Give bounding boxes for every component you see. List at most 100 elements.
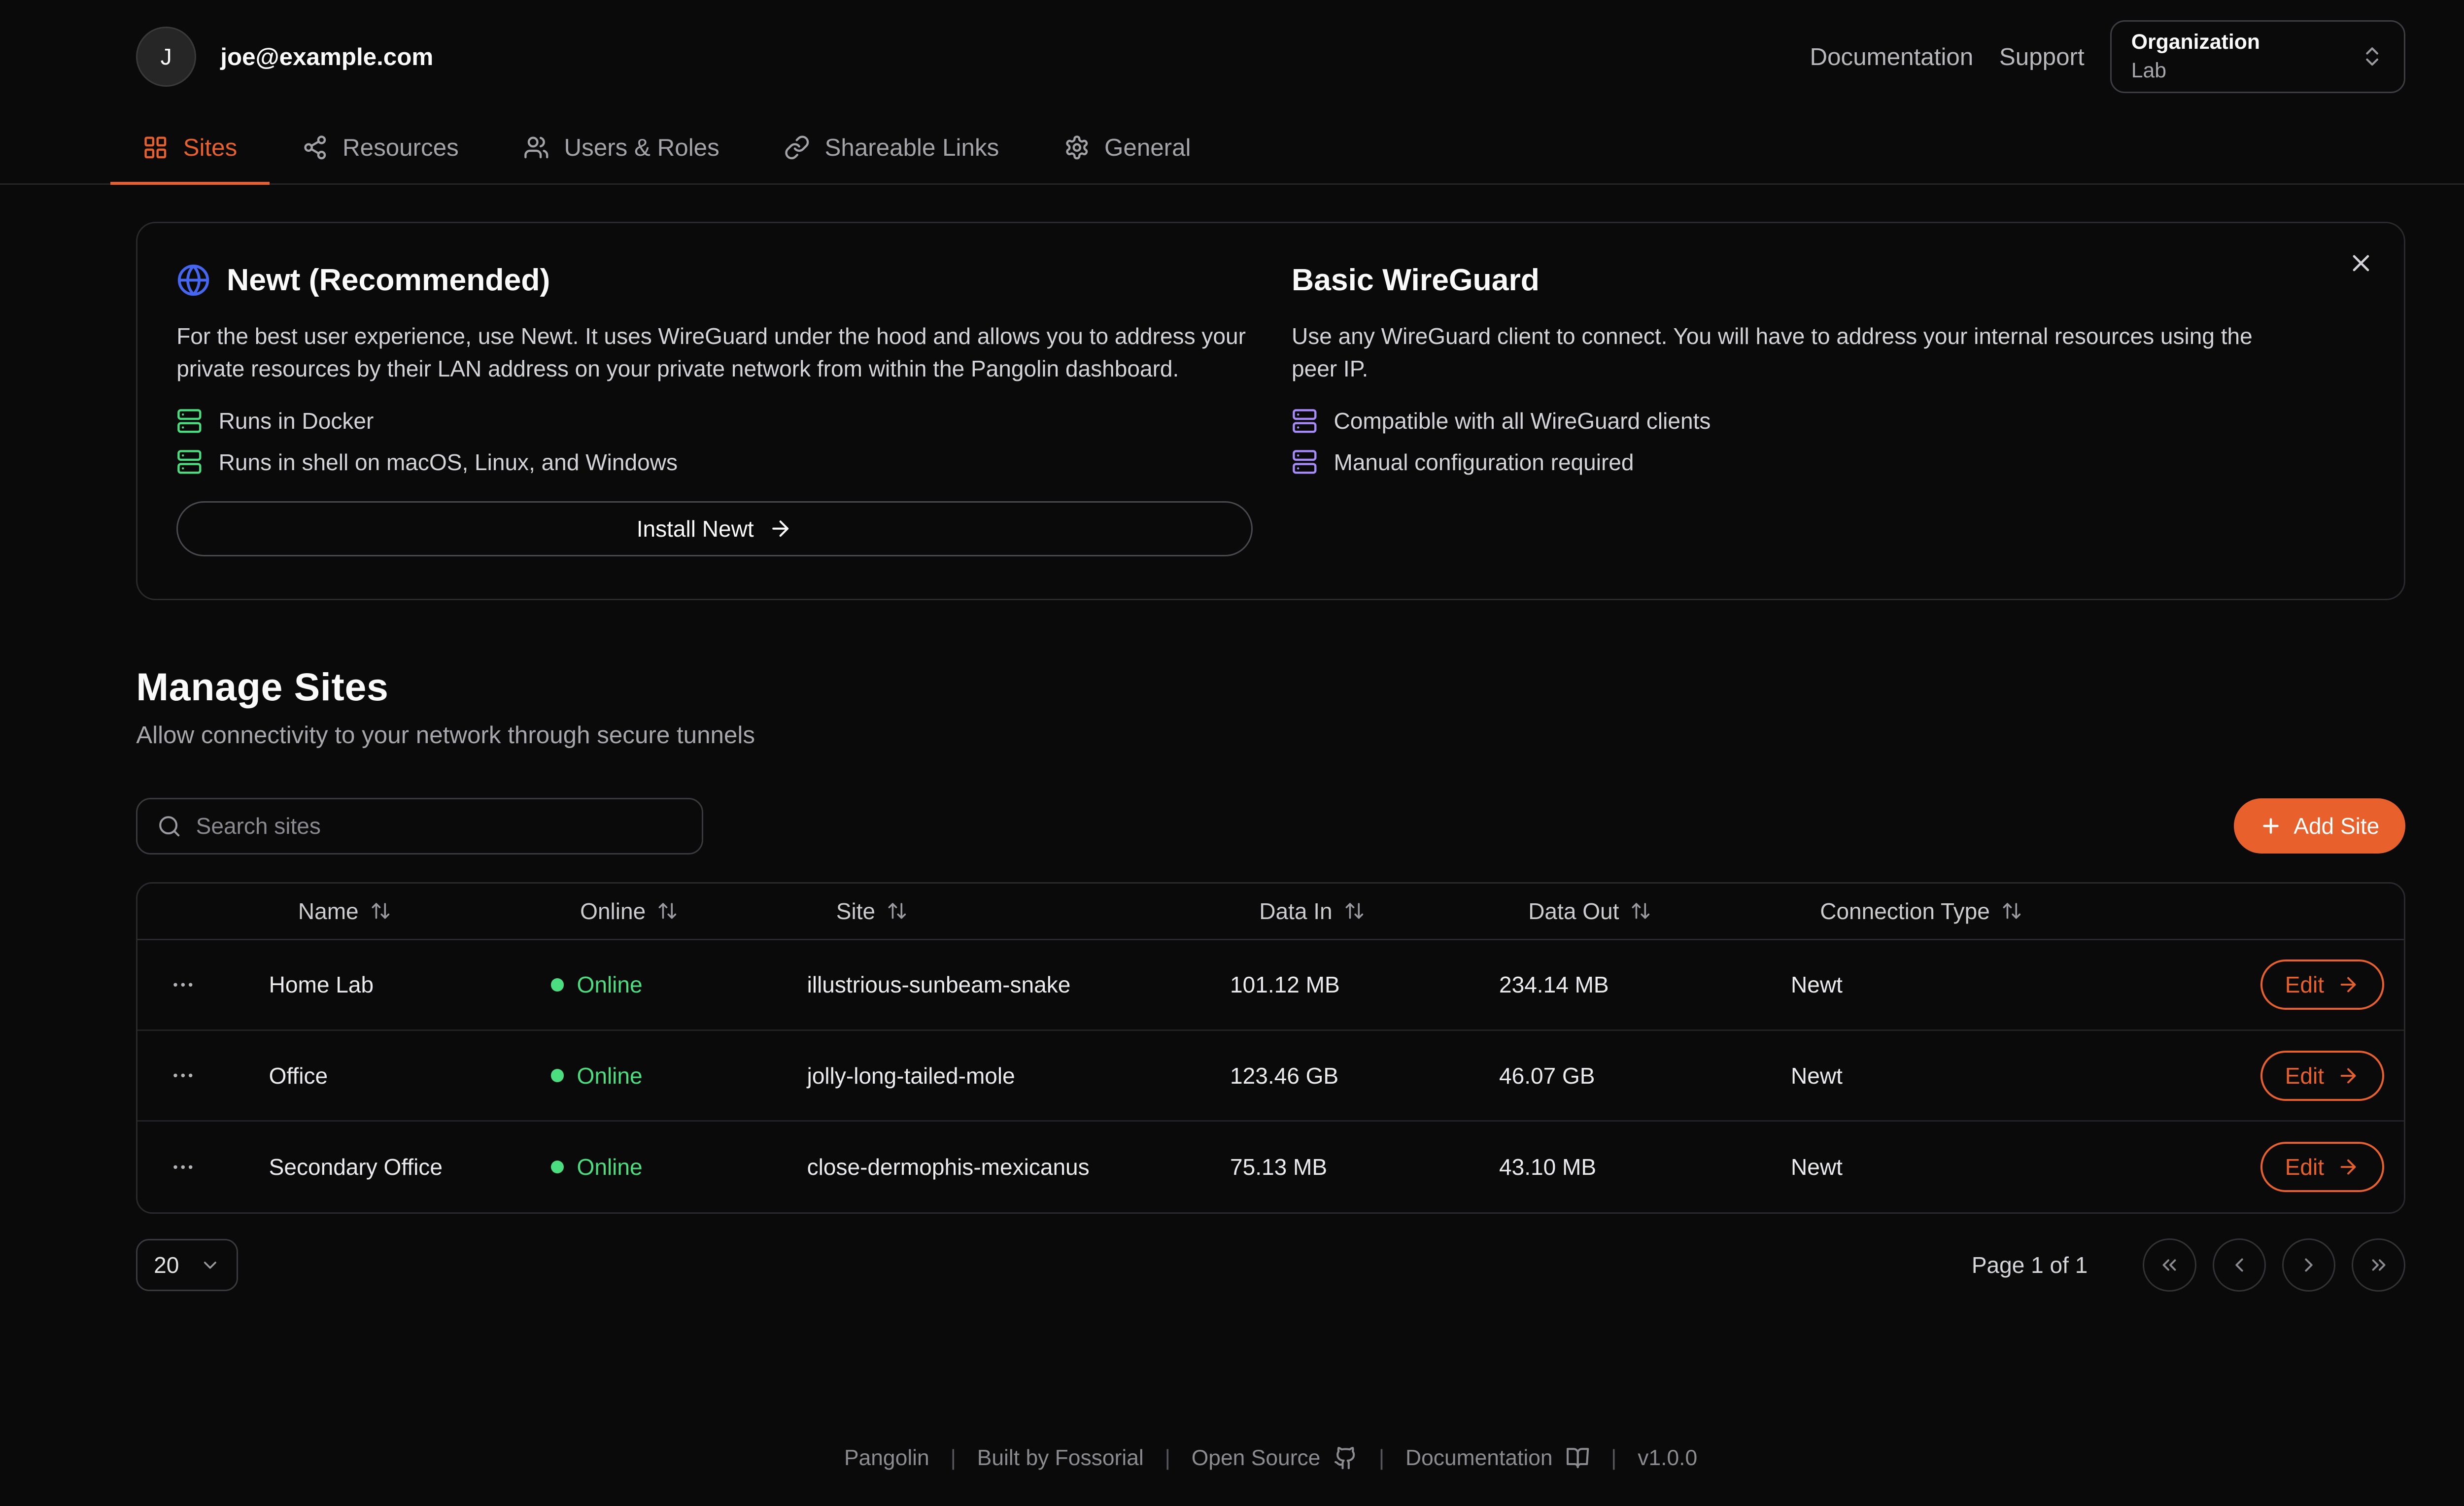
edit-button[interactable]: Edit xyxy=(2260,959,2385,1010)
sites-toolbar: Add Site xyxy=(136,797,2405,855)
cell-name: Home Lab xyxy=(269,972,374,998)
page-subtitle: Allow connectivity to your network throu… xyxy=(136,721,755,749)
install-newt-label: Install Newt xyxy=(636,516,754,542)
pagination-bar: 20 Page 1 of 1 xyxy=(136,1238,2405,1292)
row-menu-button[interactable] xyxy=(160,1053,205,1098)
column-header-data-in[interactable]: Data In xyxy=(1230,898,1499,924)
footer-open-source-link[interactable]: Open Source xyxy=(1192,1446,1358,1471)
avatar-initial: J xyxy=(160,44,172,70)
footer-open-source-label: Open Source xyxy=(1191,1445,1321,1470)
row-menu-button[interactable] xyxy=(160,1144,205,1190)
pagination-controls: Page 1 of 1 xyxy=(1972,1238,2405,1292)
page-size-select[interactable]: 20 xyxy=(136,1239,239,1291)
tab-label: Users & Roles xyxy=(564,134,719,162)
cell-edit: Edit xyxy=(2177,959,2385,1010)
newt-feature-list: Runs in Docker Runs in shell on macOS, L… xyxy=(176,408,1253,476)
row-menu-cell xyxy=(137,1053,269,1098)
cell-edit: Edit xyxy=(2177,1142,2385,1193)
column-label: Site xyxy=(836,898,876,924)
next-page-button[interactable] xyxy=(2282,1238,2336,1292)
chevrons-right-icon xyxy=(2372,1259,2386,1271)
search-box xyxy=(136,797,704,855)
prev-page-button[interactable] xyxy=(2212,1238,2266,1292)
column-header-data-out[interactable]: Data Out xyxy=(1499,898,1791,924)
column-header-online[interactable]: Online xyxy=(551,898,807,924)
online-status-label: Online xyxy=(577,1062,643,1089)
add-site-label: Add Site xyxy=(2293,813,2380,839)
tab-resources[interactable]: Resources xyxy=(270,113,491,185)
column-label: Data Out xyxy=(1528,898,1619,924)
link-icon xyxy=(785,136,809,160)
sort-icon xyxy=(658,903,677,919)
feature-item: Runs in Docker xyxy=(176,408,1253,434)
cell-online: Online xyxy=(550,1062,807,1089)
sort-icon xyxy=(372,903,389,919)
arrow-right-icon xyxy=(2341,977,2356,993)
ellipsis-icon xyxy=(173,1165,193,1169)
tab-label: General xyxy=(1104,134,1191,162)
tab-label: Shareable Links xyxy=(824,134,999,162)
edit-button[interactable]: Edit xyxy=(2260,1142,2385,1193)
add-site-button[interactable]: Add Site xyxy=(2233,798,2405,854)
cell-data-out: 43.10 MB xyxy=(1499,1154,1597,1180)
newt-title-row: Newt (Recommended) xyxy=(176,262,1253,298)
org-selector-label: Organization xyxy=(2131,30,2260,54)
wireguard-feature-list: Compatible with all WireGuard clients Ma… xyxy=(1292,408,2268,476)
row-menu-button[interactable] xyxy=(160,962,205,1007)
main-nav: Sites Resources Users & Roles Shareable … xyxy=(0,113,2464,185)
documentation-link[interactable]: Documentation xyxy=(1810,43,1974,70)
server-icon xyxy=(1293,450,1317,474)
install-newt-button[interactable]: Install Newt xyxy=(176,501,1253,557)
footer-separator: | xyxy=(1610,1445,1617,1470)
row-menu-cell xyxy=(137,1144,269,1190)
search-input[interactable] xyxy=(196,813,683,840)
column-header-name[interactable]: Name xyxy=(269,898,551,924)
tab-users-roles[interactable]: Users & Roles xyxy=(491,113,752,185)
cell-site: illustrious-sunbeam-snake xyxy=(807,972,1071,998)
main-content: Newt (Recommended) For the best user exp… xyxy=(0,222,2464,1292)
support-link[interactable]: Support xyxy=(1999,43,2085,70)
cell-data-in: 101.12 MB xyxy=(1230,972,1340,998)
table-header-row: Name Online Site Data In Data Out Connec… xyxy=(137,884,2404,940)
edit-button[interactable]: Edit xyxy=(2260,1050,2385,1101)
tab-label: Sites xyxy=(183,134,238,162)
search-icon xyxy=(159,816,179,836)
online-status-dot xyxy=(550,1161,564,1174)
footer-version: v1.0.0 xyxy=(1638,1445,1698,1470)
avatar[interactable]: J xyxy=(136,27,196,87)
footer-fossorial-link[interactable]: Built by Fossorial xyxy=(977,1445,1144,1470)
plus-icon xyxy=(2263,818,2279,834)
close-button[interactable] xyxy=(2347,249,2375,277)
online-status-dot xyxy=(550,978,564,992)
newt-description: For the best user experience, use Newt. … xyxy=(176,323,1246,381)
table-row: Office Online jolly-long-tailed-mole 123… xyxy=(137,1031,2404,1122)
footer-documentation-link[interactable]: Documentation xyxy=(1405,1446,1590,1471)
close-icon xyxy=(2353,255,2369,272)
server-icon xyxy=(177,409,202,433)
edit-label: Edit xyxy=(2285,1154,2325,1180)
online-status-dot xyxy=(550,1069,564,1082)
online-status-label: Online xyxy=(577,972,643,998)
footer-separator: | xyxy=(1164,1445,1171,1470)
first-page-button[interactable] xyxy=(2143,1238,2196,1292)
tab-shareable-links[interactable]: Shareable Links xyxy=(752,113,1032,185)
arrow-right-icon xyxy=(2341,1068,2356,1083)
chevron-down-icon xyxy=(204,1261,216,1269)
org-selector-value: Lab xyxy=(2131,59,2167,83)
column-header-site[interactable]: Site xyxy=(807,898,1230,924)
topbar-links: Documentation Support Organization Lab xyxy=(1810,20,2405,94)
cell-edit: Edit xyxy=(2177,1050,2385,1101)
last-page-button[interactable] xyxy=(2352,1238,2405,1292)
cell-site: close-dermophis-mexicanus xyxy=(807,1154,1090,1180)
cell-data-out: 234.14 MB xyxy=(1499,972,1609,998)
org-selector[interactable]: Organization Lab xyxy=(2110,20,2405,94)
tab-sites[interactable]: Sites xyxy=(110,113,270,185)
cell-connection-type: Newt xyxy=(1791,1062,1843,1089)
feature-item: Runs in shell on macOS, Linux, and Windo… xyxy=(176,449,1253,476)
column-header-connection-type[interactable]: Connection Type xyxy=(1791,898,2177,924)
cell-site: jolly-long-tailed-mole xyxy=(807,1062,1015,1089)
sort-icon xyxy=(2003,903,2021,919)
cell-data-in: 75.13 MB xyxy=(1230,1154,1328,1180)
tab-general[interactable]: General xyxy=(1031,113,1223,185)
sites-table: Name Online Site Data In Data Out Connec… xyxy=(136,882,2405,1214)
